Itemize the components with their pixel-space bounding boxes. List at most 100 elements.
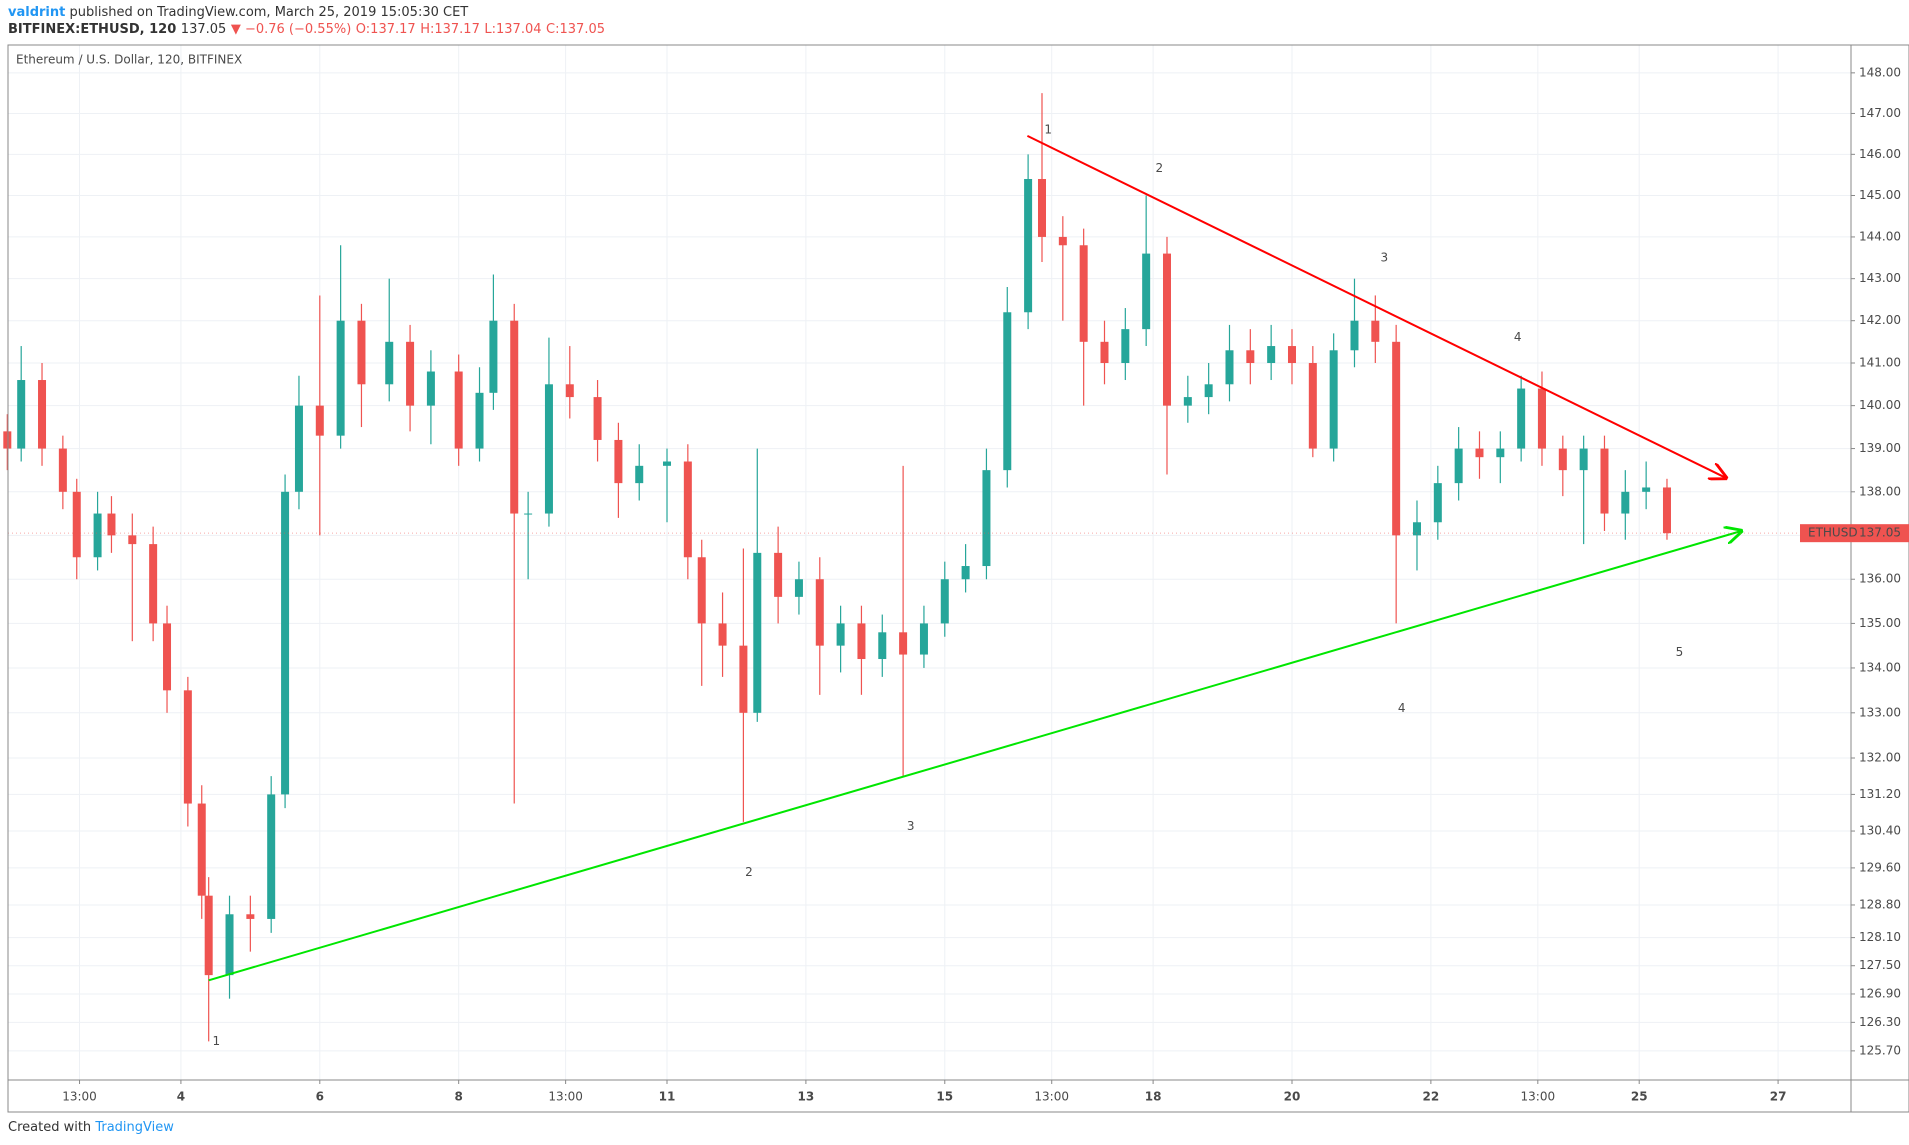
candle-body (718, 623, 727, 646)
y-tick-label: 146.00 (1859, 147, 1901, 161)
candle-body (1371, 320, 1380, 342)
annotation: 4 (1398, 701, 1406, 715)
candle-body (1537, 388, 1546, 449)
annotation: 3 (1381, 250, 1389, 264)
candle-body (899, 632, 908, 655)
candle-body (940, 579, 949, 624)
candle-body (426, 371, 435, 406)
footer-created: Created with (8, 1120, 91, 1135)
candle-body (663, 461, 672, 466)
candle-body (961, 566, 970, 580)
y-tick-label: 141.00 (1859, 356, 1901, 370)
candle-body (1558, 448, 1567, 471)
candle-body (1412, 522, 1421, 536)
candle-body (1454, 448, 1463, 484)
candle-body (204, 895, 213, 976)
published: published on TradingView.com, March 25, … (70, 5, 469, 20)
x-tick-label: 13:00 (62, 1090, 97, 1104)
candle-body (454, 371, 463, 449)
candle-body (1308, 363, 1317, 449)
last: 137.05 (181, 22, 227, 37)
candle-body (739, 645, 748, 713)
y-tick-label: 126.90 (1859, 986, 1901, 1000)
y-tick-label: 140.00 (1859, 398, 1901, 412)
footer: Created with TradingView (8, 1120, 174, 1135)
last-price-symbol: ETHUSD (1808, 526, 1858, 540)
x-tick-label: 18 (1145, 1090, 1162, 1104)
candle-body (385, 341, 394, 385)
candle-body (225, 914, 234, 976)
frame (7, 44, 1909, 1113)
candle-body (1058, 236, 1067, 246)
candle-body (72, 491, 81, 558)
x-tick-label: 13:00 (548, 1090, 583, 1104)
y-tick-label: 132.00 (1859, 751, 1901, 765)
candle-body (1600, 448, 1609, 514)
candle-body (1621, 491, 1630, 514)
candle-body (753, 552, 762, 713)
candle-body (635, 465, 644, 484)
candle-body (1121, 329, 1130, 364)
candle-body (1350, 320, 1359, 351)
candle-body (1003, 312, 1012, 471)
x-tick-label: 20 (1284, 1090, 1301, 1104)
candle-body (524, 513, 533, 515)
symbol-line: BITFINEX:ETHUSD, 120 137.05 ▼ −0.76 (−0.… (8, 22, 605, 37)
candle-body (406, 341, 415, 406)
y-tick-label: 144.00 (1859, 229, 1901, 243)
annotation: 3 (907, 819, 915, 833)
x-tick-label: 11 (659, 1090, 676, 1104)
candle-body (544, 384, 553, 514)
candle-body (1037, 178, 1046, 237)
candle-body (794, 579, 803, 597)
symbol: BITFINEX:ETHUSD, 120 (8, 22, 176, 37)
y-tick-label: 142.00 (1859, 313, 1901, 327)
y-tick-label: 136.00 (1859, 572, 1901, 586)
annotation: 1 (1044, 122, 1052, 136)
candle-body (1225, 350, 1234, 385)
footer-brand[interactable]: TradingView (94, 1120, 174, 1135)
ohlc-close: C:137.05 (546, 22, 605, 37)
candle-body (1433, 483, 1442, 523)
y-tick-label: 147.00 (1859, 106, 1901, 120)
x-tick-label: 27 (1770, 1090, 1787, 1104)
x-tick-label: 15 (936, 1090, 953, 1104)
y-tick-label: 127.50 (1859, 958, 1901, 972)
trendline (208, 531, 1742, 982)
candle-body (1183, 397, 1192, 406)
grid (8, 45, 1851, 1080)
y-tick-label: 148.00 (1859, 65, 1901, 79)
x-tick-label: 4 (177, 1090, 185, 1104)
candle-body (1204, 384, 1213, 398)
plot: 1 2 3 4 1 2 3 4 5 (3, 93, 1851, 1048)
candle-body (1079, 245, 1088, 342)
candle-body (38, 380, 47, 449)
candle-body (1662, 487, 1671, 534)
x-tick-label: 8 (455, 1090, 463, 1104)
candle-body (1475, 448, 1484, 458)
candle-body (1142, 253, 1151, 330)
candle-body (1246, 350, 1255, 364)
candle-body (163, 623, 172, 691)
ohlc-open: O:137.17 (356, 22, 416, 37)
candle-body (246, 914, 255, 919)
candle-body (107, 513, 116, 536)
x-tick-label: 13 (798, 1090, 815, 1104)
candle-body (1329, 350, 1338, 449)
annotation: 4 (1514, 330, 1522, 344)
candle-body (1100, 341, 1109, 364)
y-tick-label: 131.20 (1859, 787, 1901, 801)
x-tick-label: 6 (316, 1090, 324, 1104)
candle-body (1287, 346, 1296, 364)
annotation: 5 (1676, 645, 1684, 659)
x-tick-label: 13:00 (1034, 1090, 1069, 1104)
y-tick-label: 143.00 (1859, 271, 1901, 285)
candle-body (510, 320, 519, 514)
candle-body (267, 794, 276, 919)
last-price-tag (1800, 524, 1909, 543)
candle-body (815, 579, 824, 646)
candle-body (475, 392, 484, 449)
candle-body (878, 632, 887, 660)
user[interactable]: valdrint (8, 5, 65, 20)
